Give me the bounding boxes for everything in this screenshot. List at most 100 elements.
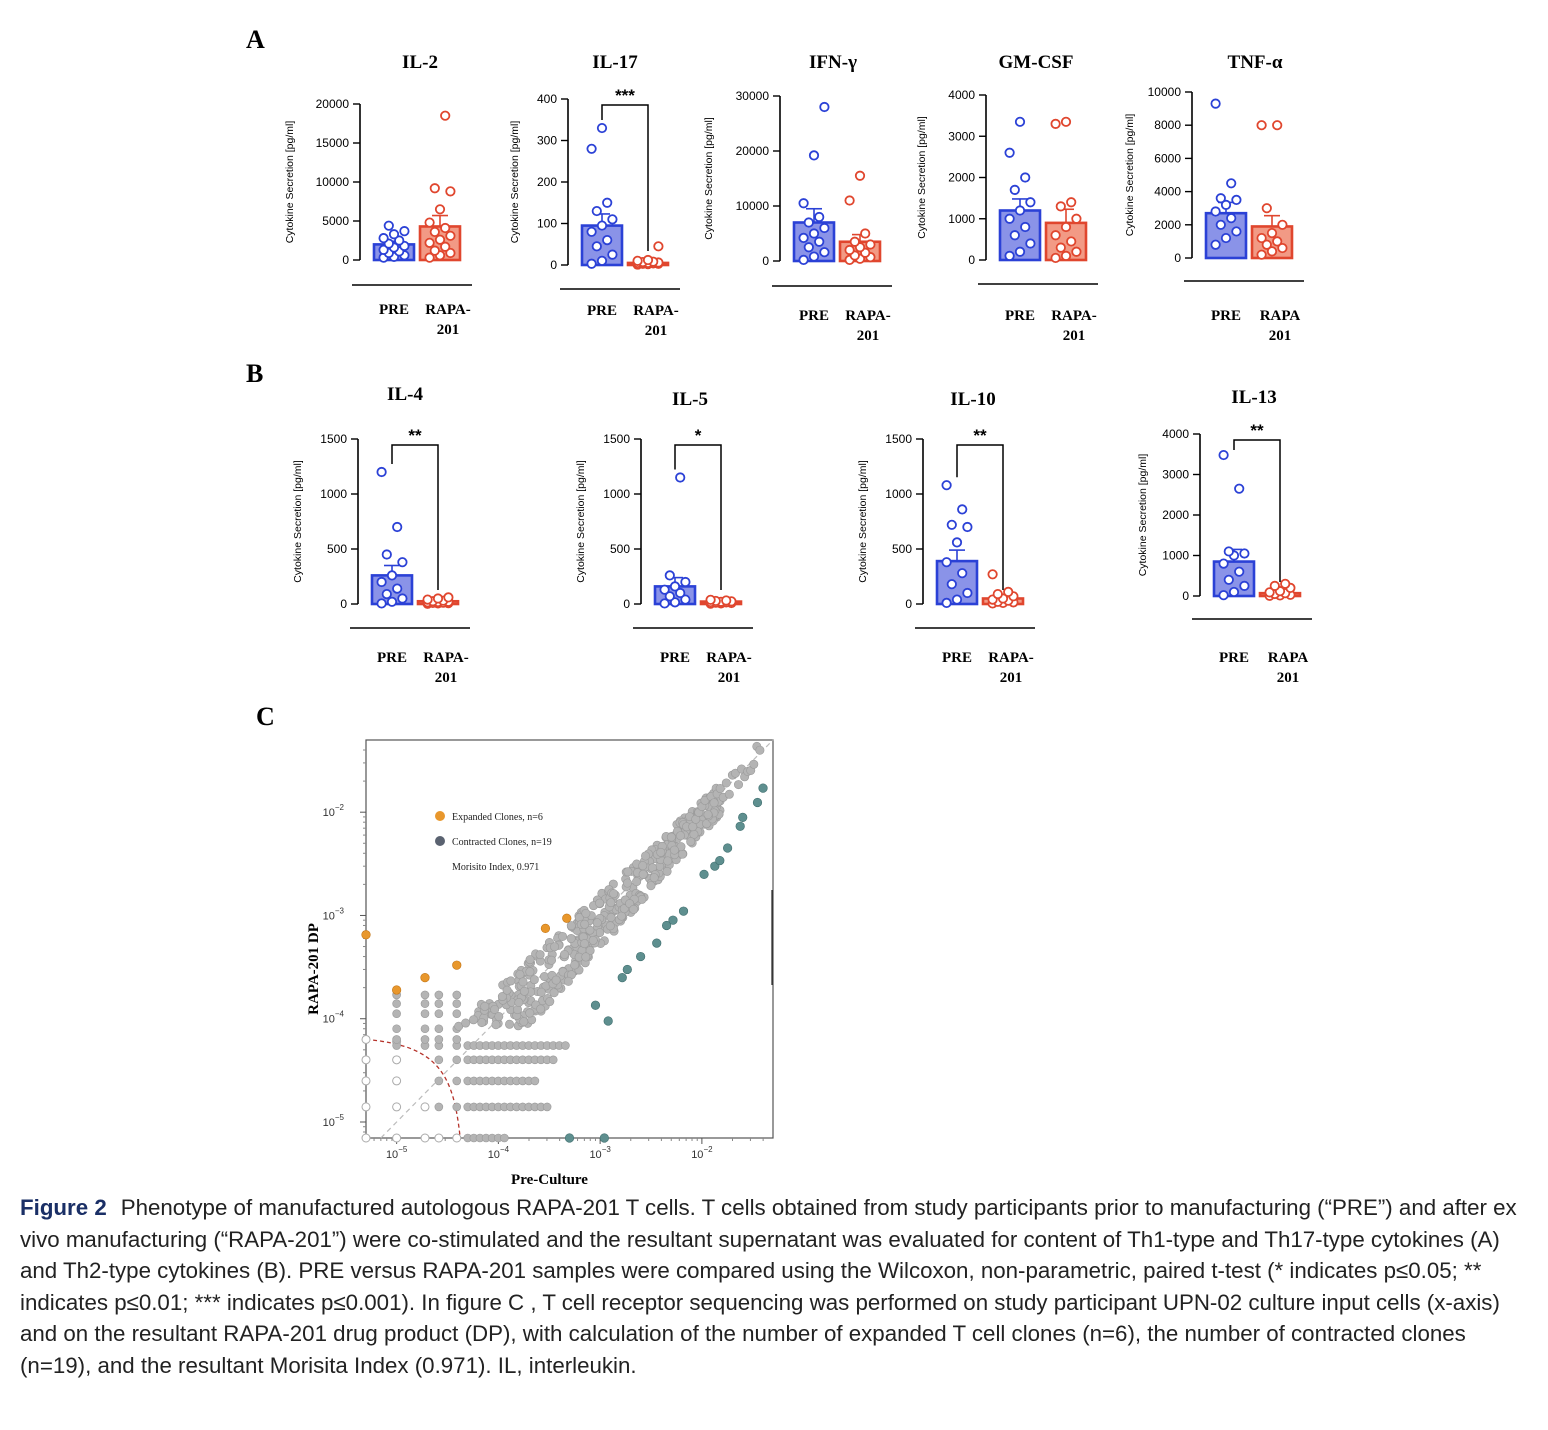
category-label: PRE <box>660 650 690 666</box>
legend-label-expanded: Expanded Clones, n=6 <box>452 812 543 823</box>
data-point-rapa <box>445 230 456 241</box>
data-point-pre <box>1218 590 1229 601</box>
data-point-rapa <box>1256 232 1267 244</box>
clone-point <box>663 856 673 866</box>
data-point-pre <box>941 597 952 609</box>
clone-point <box>505 1019 515 1029</box>
cytokine-panel-2: IL-17 Cytokine Secretion [pg/ml] 0 100 200 30… <box>509 52 680 339</box>
data-point-rapa <box>1055 201 1066 212</box>
contracted-clone-point <box>735 821 745 831</box>
clone-point <box>561 1041 570 1050</box>
clone-point <box>605 921 615 931</box>
data-point-rapa <box>632 255 643 266</box>
data-point-pre <box>819 247 830 258</box>
y-tick-label: 0 <box>762 254 769 268</box>
data-point-rapa <box>705 594 716 605</box>
category-label: RAPA-201 <box>845 308 891 344</box>
cytokine-panel-8: IL-10 Cytokine Secretion [pg/ml] 0 500 1000 1… <box>857 389 1035 686</box>
clone-point <box>434 1055 444 1065</box>
data-point-rapa <box>443 592 454 603</box>
significance-stars: *** <box>615 86 635 105</box>
clone-point-open <box>392 1055 402 1065</box>
clone-point <box>724 789 734 799</box>
data-point-pre <box>664 591 675 602</box>
clone-point-open <box>361 1102 371 1112</box>
clone-point <box>536 987 546 997</box>
clone-point <box>638 861 648 871</box>
panel-title: IL-4 <box>387 384 423 405</box>
data-point-pre <box>378 233 389 244</box>
contracted-clone-point <box>564 1133 575 1143</box>
data-point-rapa <box>440 241 451 252</box>
threshold-curve <box>365 1038 461 1137</box>
figure-number: Figure 2 <box>20 1195 107 1220</box>
clone-point <box>551 975 561 985</box>
data-point-pre <box>392 521 403 533</box>
clone-point <box>606 898 616 908</box>
clone-point <box>548 1055 558 1065</box>
legend-label-contracted: Contracted Clones, n=19 <box>452 837 552 848</box>
category-label: PRE <box>1005 308 1035 324</box>
x-tick-label: 10−3 <box>589 1145 611 1161</box>
tcr-scatter-plot: 10−5 10−4 10−3 10−2 10−5 10−4 10−3 10−2 Pre-Cult… <box>306 739 774 1185</box>
data-point-pre <box>586 226 597 237</box>
expanded-clone-point <box>452 960 462 970</box>
clone-point <box>434 1009 444 1018</box>
data-point-rapa <box>1272 120 1283 131</box>
data-point-rapa <box>1071 213 1082 224</box>
data-point-pre <box>1218 449 1229 461</box>
significance-bracket <box>601 104 649 251</box>
clone-point <box>563 976 573 986</box>
clone-point <box>452 999 462 1008</box>
y-tick-label: 0 <box>550 258 557 272</box>
clone-point <box>566 921 576 931</box>
contracted-clone-point <box>652 938 662 948</box>
data-point-pre <box>1223 546 1234 557</box>
clone-point <box>641 851 651 861</box>
data-point-rapa <box>424 217 435 228</box>
clone-point <box>585 946 595 956</box>
clone-point <box>420 1024 430 1034</box>
y-tick-label: 1500 <box>885 432 912 446</box>
y-axis-label: Cytokine Secretion [pg/ml] <box>857 460 869 583</box>
clone-point <box>434 999 444 1008</box>
clone-point <box>709 798 719 808</box>
data-point-pre <box>586 143 597 154</box>
contracted-clone-point <box>603 1016 613 1026</box>
y-tick-label: 0 <box>905 597 912 611</box>
data-point-rapa <box>1266 228 1278 239</box>
expanded-clone-point <box>540 923 551 933</box>
clone-point <box>452 1035 462 1044</box>
y-tick-label: 500 <box>892 542 912 556</box>
figure-caption: Figure 2 Phenotype of manufactured autolo… <box>20 1192 1535 1382</box>
data-point-rapa <box>1071 246 1082 257</box>
y-tick-label: 1000 <box>948 212 975 226</box>
clone-point <box>703 810 713 820</box>
data-point-pre <box>1014 205 1026 216</box>
data-point-rapa <box>721 595 732 606</box>
data-point-rapa <box>1269 580 1280 591</box>
clone-point <box>547 955 557 965</box>
caption-text: Phenotype of manufactured autologous RAP… <box>20 1195 1517 1378</box>
data-point-pre <box>1210 98 1221 109</box>
data-point-rapa <box>987 569 998 580</box>
data-point-pre <box>803 217 814 228</box>
figure-canvas: A B C IL-2 Cytokine Secretion [pg/ml] 0 500… <box>246 25 1312 1185</box>
y-tick-label: 400 <box>537 92 557 106</box>
clone-point <box>559 950 569 960</box>
clone-point <box>491 1020 501 1030</box>
data-point-rapa <box>865 239 876 250</box>
data-point-pre <box>1210 206 1221 217</box>
y-tick-label: 8000 <box>1154 118 1181 132</box>
clone-point <box>452 990 462 1000</box>
y-tick-label: 3000 <box>1162 468 1189 482</box>
data-point-rapa <box>424 237 435 248</box>
clone-point <box>452 1009 462 1018</box>
data-point-pre <box>392 583 403 594</box>
clone-point <box>519 1017 529 1027</box>
cytokine-panel-4: GM-CSF Cytokine Secretion [pg/ml] 0 1000 200… <box>916 52 1098 344</box>
category-label: PRE <box>799 308 829 324</box>
data-point-pre <box>1025 238 1036 249</box>
data-point-pre <box>1231 226 1242 237</box>
clone-point <box>480 1001 490 1011</box>
